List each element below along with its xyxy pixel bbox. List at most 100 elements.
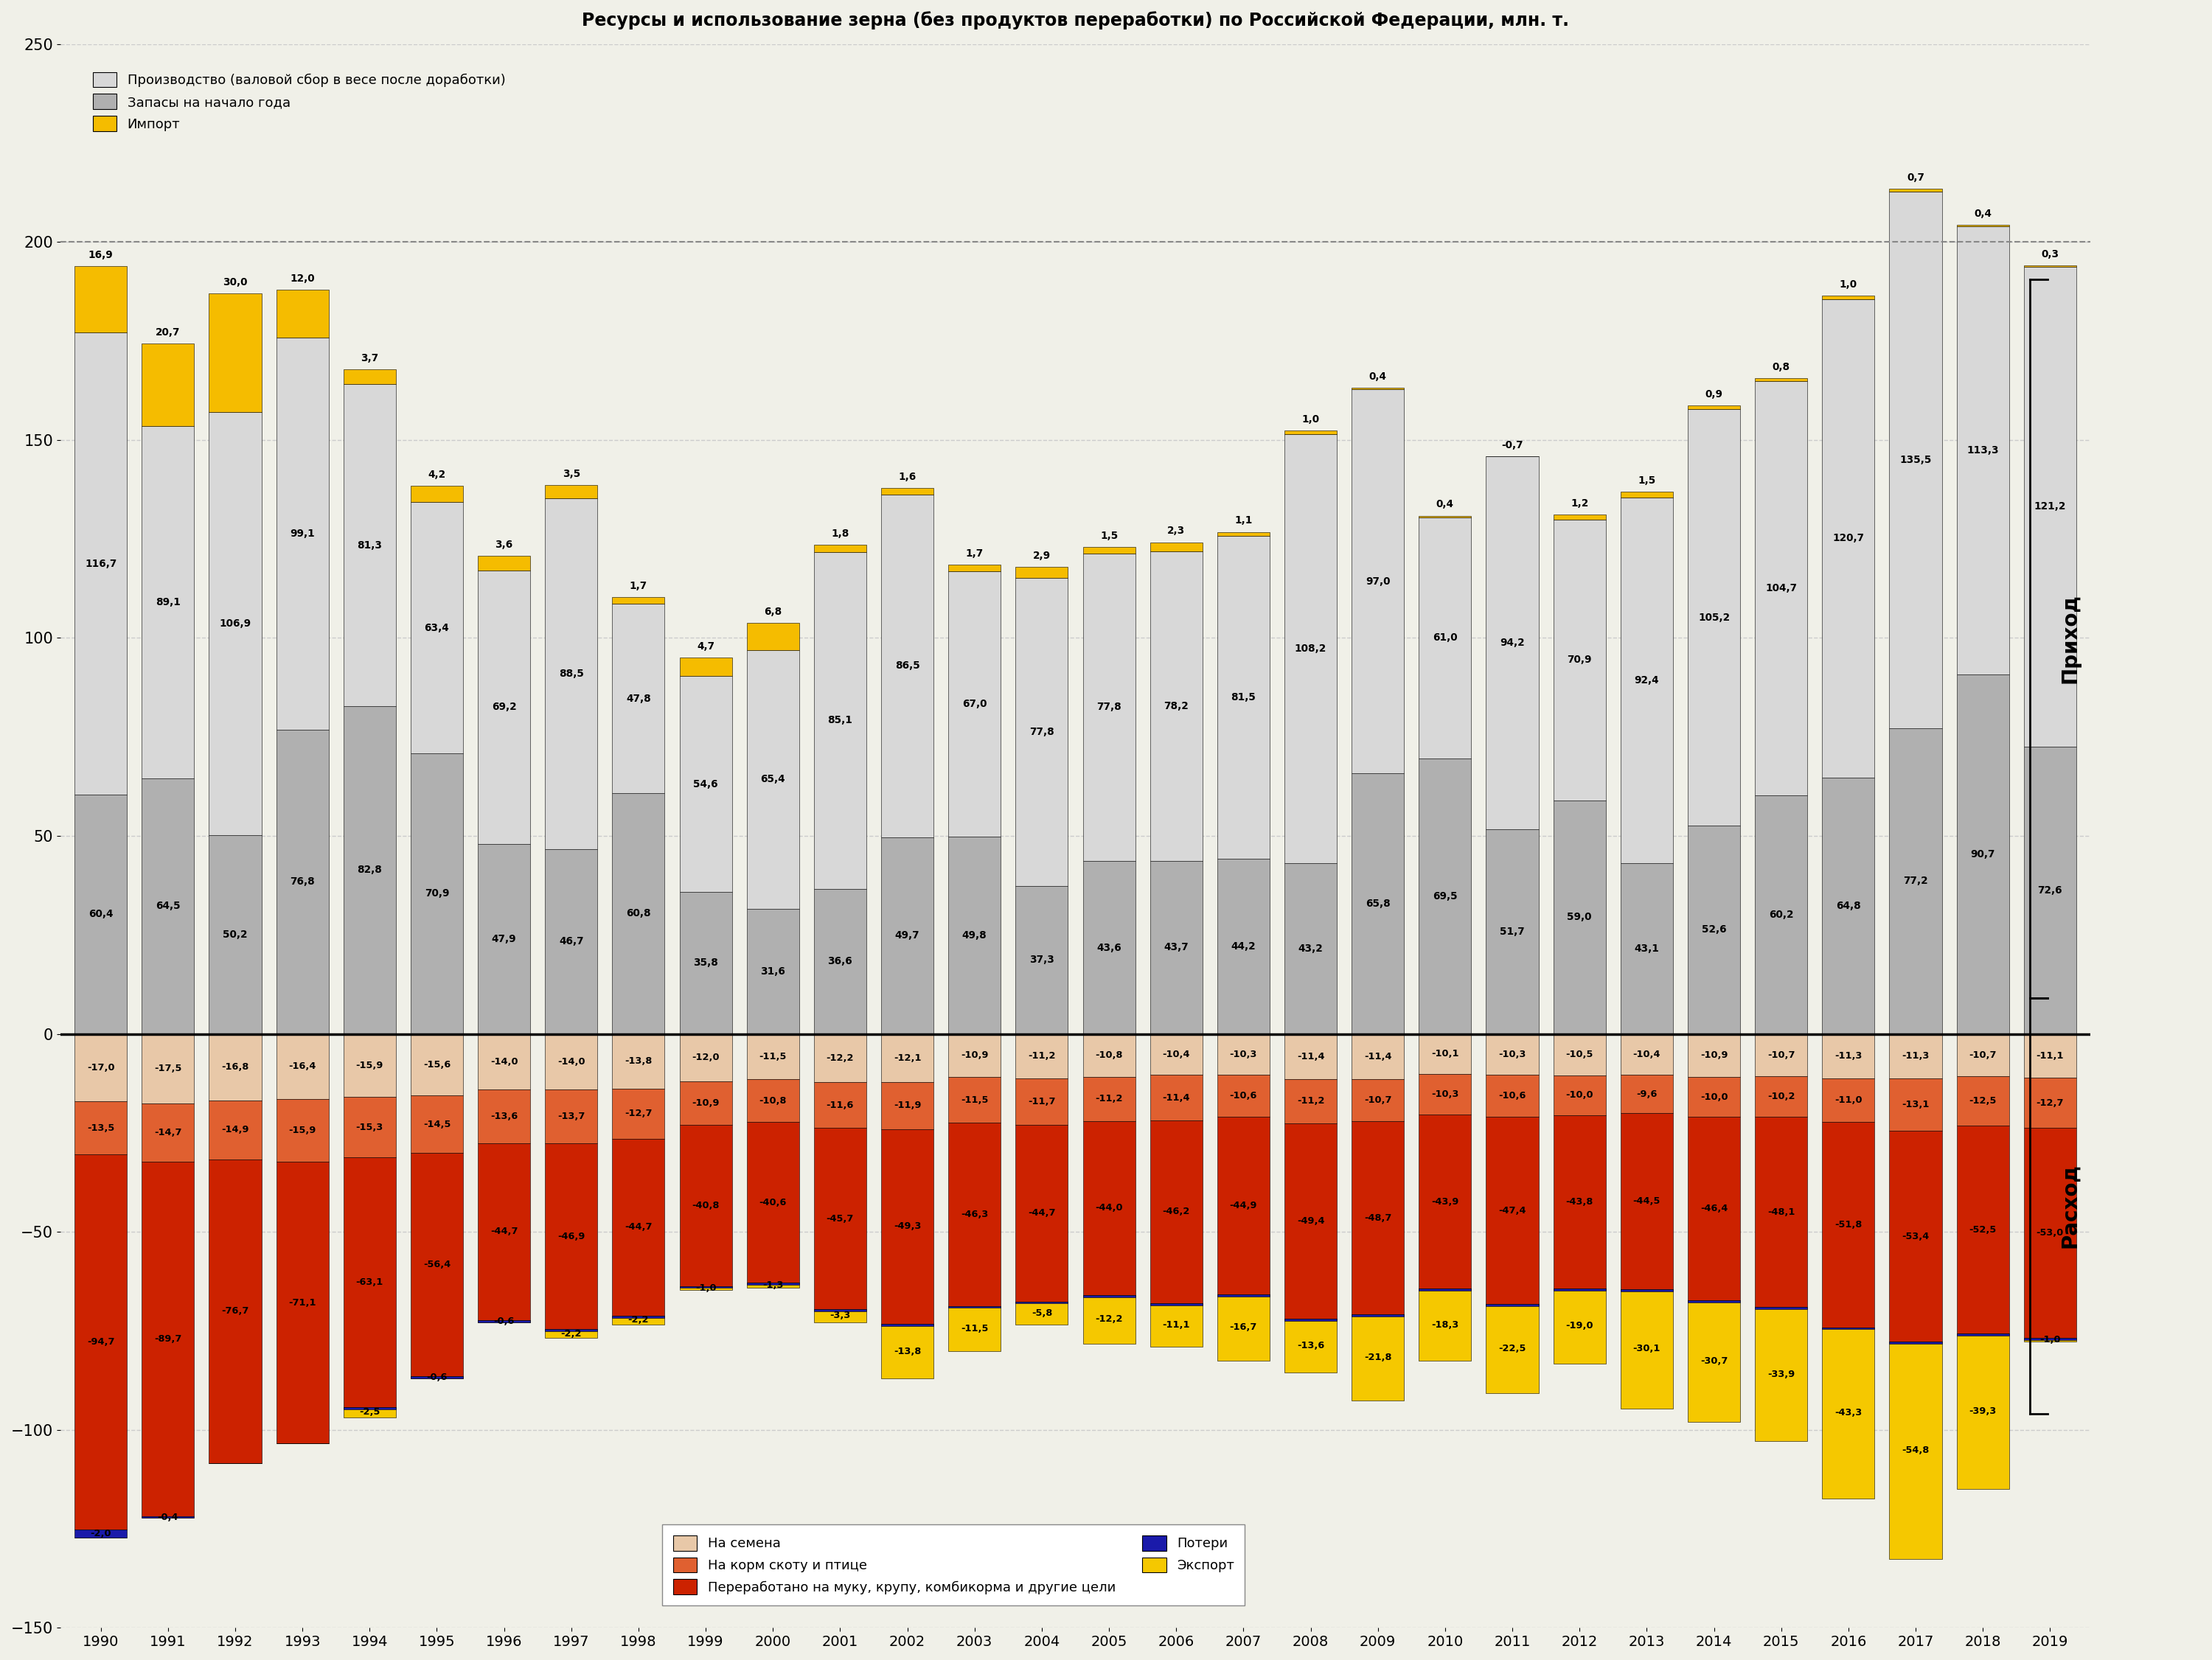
Bar xyxy=(1754,1117,1807,1306)
Bar xyxy=(748,1283,799,1285)
Bar xyxy=(949,1306,1000,1308)
Bar xyxy=(544,1034,597,1089)
Bar xyxy=(1217,1117,1270,1295)
Bar xyxy=(679,1124,732,1286)
Text: 0,4: 0,4 xyxy=(1369,372,1387,382)
Text: 49,8: 49,8 xyxy=(962,930,987,941)
Bar xyxy=(814,1082,867,1129)
Text: 1,8: 1,8 xyxy=(832,528,849,540)
Bar xyxy=(949,1306,1000,1351)
Bar xyxy=(1015,1079,1068,1124)
Bar xyxy=(1217,536,1270,858)
Bar xyxy=(75,1034,126,1101)
Text: -44,9: -44,9 xyxy=(1230,1200,1256,1210)
Text: -56,4: -56,4 xyxy=(422,1260,451,1270)
Text: -10,6: -10,6 xyxy=(1230,1091,1256,1101)
Text: -40,8: -40,8 xyxy=(692,1200,719,1210)
Text: 0,7: 0,7 xyxy=(1907,173,1924,183)
Text: 94,2: 94,2 xyxy=(1500,637,1524,647)
Text: 90,7: 90,7 xyxy=(1971,850,1995,860)
Text: 92,4: 92,4 xyxy=(1635,676,1659,686)
Text: 36,6: 36,6 xyxy=(827,956,852,966)
Text: 43,7: 43,7 xyxy=(1164,943,1188,953)
Text: 99,1: 99,1 xyxy=(290,528,314,540)
Bar xyxy=(1486,1074,1540,1117)
Bar xyxy=(276,337,330,730)
Bar xyxy=(814,1310,867,1321)
Bar xyxy=(1823,295,1874,299)
Bar xyxy=(75,266,126,332)
Text: -2,2: -2,2 xyxy=(628,1315,648,1325)
Text: Приход: Приход xyxy=(2059,594,2079,684)
Bar xyxy=(544,485,597,498)
Text: -12,0: -12,0 xyxy=(692,1052,719,1062)
Text: 47,8: 47,8 xyxy=(626,694,650,704)
Bar xyxy=(1285,435,1336,863)
Text: -48,7: -48,7 xyxy=(1365,1213,1391,1222)
Text: -63,1: -63,1 xyxy=(356,1278,383,1286)
Text: -44,7: -44,7 xyxy=(624,1222,653,1232)
Bar xyxy=(1688,1300,1741,1303)
Text: -16,7: -16,7 xyxy=(1230,1323,1256,1333)
Bar xyxy=(1217,1034,1270,1074)
Text: -11,5: -11,5 xyxy=(960,1096,989,1104)
Text: 64,5: 64,5 xyxy=(155,901,181,911)
Bar xyxy=(1285,1320,1336,1321)
Text: 106,9: 106,9 xyxy=(219,619,252,629)
Text: -10,1: -10,1 xyxy=(1431,1049,1460,1059)
Bar xyxy=(679,676,732,891)
Bar xyxy=(1150,1303,1203,1305)
Text: -10,7: -10,7 xyxy=(1969,1051,1997,1059)
Bar xyxy=(1823,1328,1874,1499)
Bar xyxy=(1084,1077,1135,1121)
Bar xyxy=(1418,1288,1471,1290)
Text: -11,9: -11,9 xyxy=(894,1101,920,1111)
Text: -11,6: -11,6 xyxy=(827,1101,854,1111)
Text: -0,7: -0,7 xyxy=(1502,440,1524,450)
Text: 76,8: 76,8 xyxy=(290,876,314,886)
Bar xyxy=(1823,1034,1874,1079)
Bar xyxy=(1418,1034,1471,1074)
Text: -11,3: -11,3 xyxy=(1902,1051,1929,1061)
Bar xyxy=(613,1034,664,1089)
Text: -14,9: -14,9 xyxy=(221,1125,250,1135)
Bar xyxy=(679,1081,732,1124)
Text: 37,3: 37,3 xyxy=(1029,954,1055,964)
Text: 44,2: 44,2 xyxy=(1232,941,1256,951)
Text: 69,2: 69,2 xyxy=(491,702,515,712)
Bar xyxy=(544,1330,597,1338)
Text: -46,2: -46,2 xyxy=(1164,1207,1190,1217)
Text: 105,2: 105,2 xyxy=(1699,613,1730,622)
Text: 1,7: 1,7 xyxy=(630,581,648,591)
Bar xyxy=(880,495,933,837)
Bar xyxy=(544,848,597,1034)
Text: -46,3: -46,3 xyxy=(960,1210,989,1218)
Bar xyxy=(544,1144,597,1330)
Bar xyxy=(142,425,195,779)
Text: -10,8: -10,8 xyxy=(759,1096,787,1106)
Text: -12,7: -12,7 xyxy=(2037,1099,2064,1107)
Bar xyxy=(679,657,732,676)
Text: 72,6: 72,6 xyxy=(2037,885,2062,895)
Text: -10,0: -10,0 xyxy=(1701,1092,1728,1102)
Text: 85,1: 85,1 xyxy=(827,715,852,725)
Bar xyxy=(1285,1034,1336,1079)
Text: -13,8: -13,8 xyxy=(624,1056,653,1066)
Text: -11,2: -11,2 xyxy=(1029,1051,1055,1061)
Bar xyxy=(411,754,462,1034)
Bar xyxy=(1015,566,1068,578)
Text: 49,7: 49,7 xyxy=(896,930,920,941)
Text: -89,7: -89,7 xyxy=(155,1335,181,1343)
Bar xyxy=(1553,800,1606,1034)
Bar xyxy=(1621,1034,1672,1076)
Bar xyxy=(1150,1034,1203,1076)
Text: 12,0: 12,0 xyxy=(290,274,314,284)
Bar xyxy=(679,1034,732,1081)
Text: -49,4: -49,4 xyxy=(1296,1217,1325,1227)
Text: -43,9: -43,9 xyxy=(1431,1197,1460,1207)
Bar xyxy=(1688,1034,1741,1077)
Bar xyxy=(478,1034,531,1089)
Bar xyxy=(1889,1034,1942,1079)
Bar xyxy=(2024,1338,2077,1340)
Bar xyxy=(411,485,462,503)
